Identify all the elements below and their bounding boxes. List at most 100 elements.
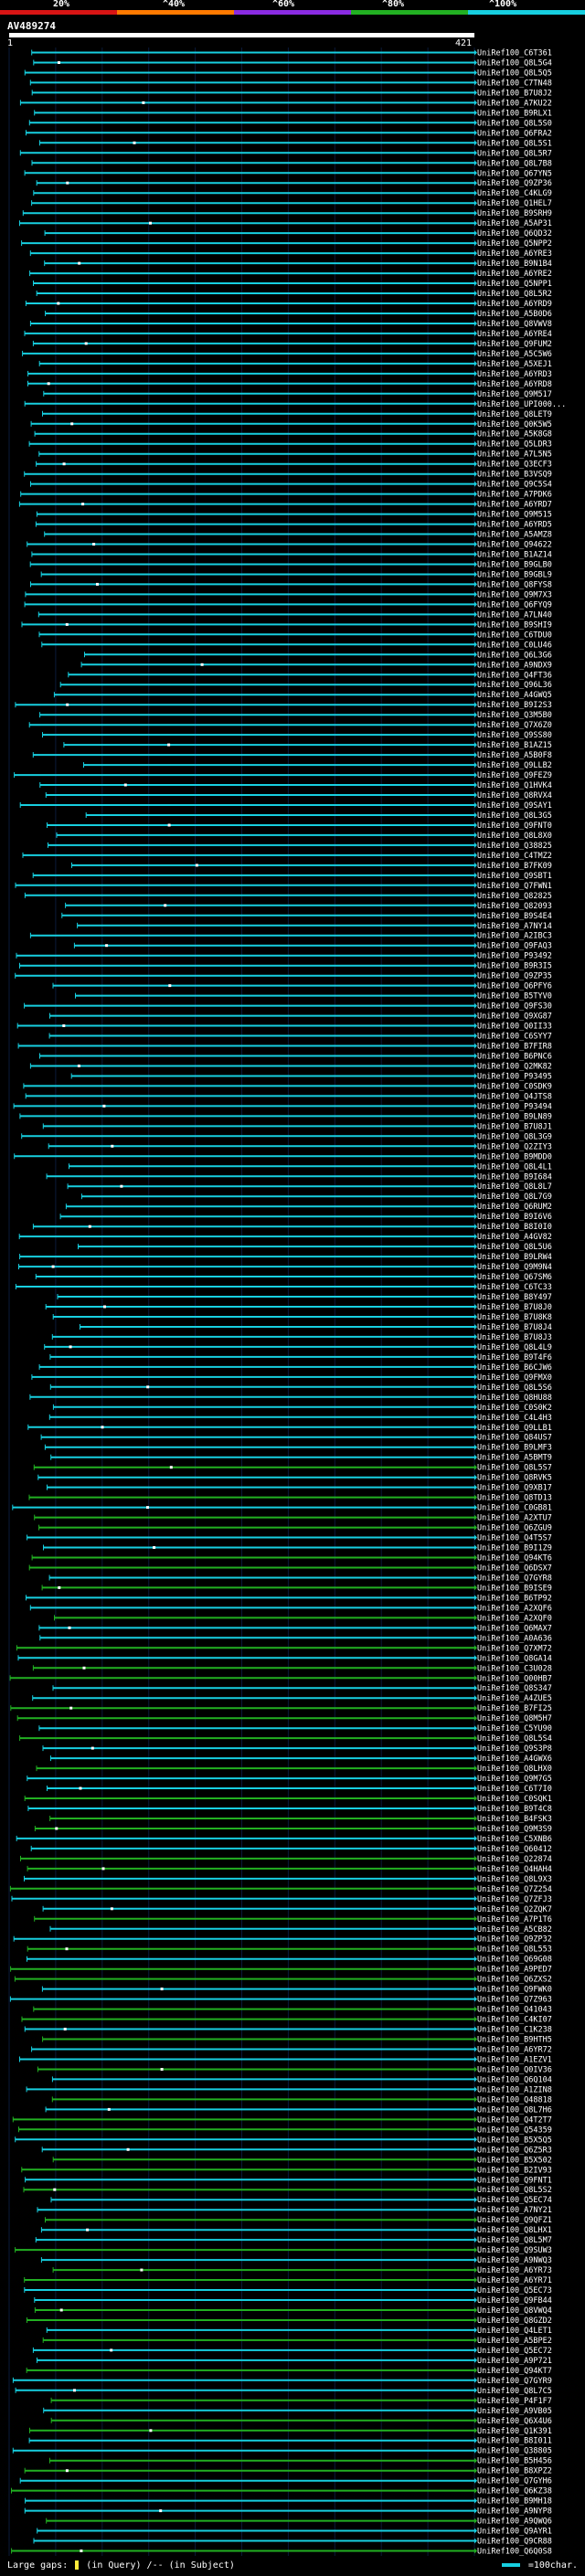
alignment-row[interactable]: UniRef100_Q9XB17 [47,1484,552,1493]
alignment-row[interactable]: UniRef100_Q6MAX7 [38,1624,552,1633]
hit-label[interactable]: UniRef100_Q9FUM2 [477,340,552,349]
hit-label[interactable]: UniRef100_Q6Z5R3 [477,2146,552,2155]
hit-label[interactable]: UniRef100_C3U028 [477,1664,552,1673]
alignment-row[interactable]: UniRef100_Q8L5Q5 [24,69,552,79]
hit-label[interactable]: UniRef100_Q8L5S4 [477,1734,552,1744]
alignment-row[interactable]: UniRef100_Q7GYR8 [48,1574,552,1584]
alignment-row[interactable]: UniRef100_B9GBL9 [40,571,552,580]
alignment-row[interactable]: UniRef100_Q8L5S6 [49,1383,552,1393]
alignment-row[interactable]: UniRef100_A7P1T6 [34,1915,552,1924]
hit-label[interactable]: UniRef100_Q9XG87 [477,1012,552,1022]
alignment-row[interactable]: UniRef100_A7NY21 [37,2206,552,2215]
hit-label[interactable]: UniRef100_A5C5W6 [477,350,552,359]
alignment-row[interactable]: UniRef100_A7PDK6 [20,491,552,500]
hit-label[interactable]: UniRef100_C5XNB6 [477,1835,552,1844]
alignment-row[interactable]: UniRef100_Q9C5S4 [30,481,552,490]
hit-label[interactable]: UniRef100_B9LRW4 [477,1253,552,1262]
hit-label[interactable]: UniRef100_A4GWQ5 [477,691,552,700]
alignment-row[interactable]: UniRef100_C7TN48 [29,79,552,88]
hit-label[interactable]: UniRef100_Q9FEZ9 [477,771,552,780]
hit-label[interactable]: UniRef100_Q9LLB1 [477,1424,552,1433]
alignment-row[interactable]: UniRef100_A6YRD8 [27,380,552,389]
hit-label[interactable]: UniRef100_B4FSK3 [477,1815,552,1824]
alignment-row[interactable]: UniRef100_Q6KZ38 [11,2487,552,2496]
alignment-row[interactable]: UniRef100_Q6ZGU9 [38,1524,552,1533]
alignment-row[interactable]: UniRef100_B2IV93 [21,2166,552,2175]
hit-label[interactable]: UniRef100_Q8VWQ4 [477,2306,552,2316]
hit-label[interactable]: UniRef100_B9I1Z9 [477,1544,552,1553]
alignment-row[interactable]: UniRef100_Q41043 [33,2006,552,2015]
alignment-row[interactable]: UniRef100_A6YR73 [52,2266,552,2275]
alignment-row[interactable]: UniRef100_A5K8G8 [34,430,552,440]
alignment-row[interactable]: UniRef100_Q9M9N4 [18,1263,552,1272]
alignment-row[interactable]: UniRef100_Q9M515 [36,511,552,520]
hit-label[interactable]: UniRef100_B6PNC6 [477,1053,552,1062]
alignment-row[interactable]: UniRef100_Q48818 [51,2095,552,2104]
alignment-row[interactable]: UniRef100_Q8LHX1 [40,2226,552,2235]
hit-label[interactable]: UniRef100_Q8L8L7 [477,1182,552,1192]
alignment-row[interactable]: UniRef100_Q8L5M7 [35,2236,552,2245]
hit-label[interactable]: UniRef100_B9I2S3 [477,701,552,710]
alignment-row[interactable]: UniRef100_Q8L3G5 [85,811,552,821]
alignment-row[interactable]: UniRef100_Q9LLB1 [27,1424,552,1433]
alignment-row[interactable]: UniRef100_B8Y497 [57,1293,552,1302]
hit-label[interactable]: UniRef100_A6YR73 [477,2266,552,2275]
alignment-row[interactable]: UniRef100_C5YU90 [38,1724,552,1733]
hit-label[interactable]: UniRef100_Q0K5W5 [477,420,552,429]
hit-label[interactable]: UniRef100_B1AZ14 [477,551,552,560]
hit-label[interactable]: UniRef100_Q9CR88 [477,2538,552,2547]
alignment-row[interactable]: UniRef100_Q6X4U6 [50,2417,552,2426]
hit-label[interactable]: UniRef100_Q8L5S0 [477,119,552,128]
alignment-row[interactable]: UniRef100_Q8S347 [52,1684,552,1693]
hit-label[interactable]: UniRef100_Q8L5S6 [477,1383,552,1393]
alignment-row[interactable]: UniRef100_Q8L5U6 [78,1243,552,1252]
hit-label[interactable]: UniRef100_B7FI25 [477,1704,552,1713]
hit-label[interactable]: UniRef100_Q82825 [477,892,552,901]
hit-label[interactable]: UniRef100_Q82093 [477,902,552,911]
hit-label[interactable]: UniRef100_Q8L7C5 [477,2387,552,2396]
alignment-row[interactable]: UniRef100_Q6Z5R3 [41,2146,552,2155]
alignment-row[interactable]: UniRef100_B9ISE9 [41,1584,552,1593]
hit-label[interactable]: UniRef100_Q8GZD2 [477,2316,552,2326]
alignment-row[interactable]: UniRef100_C0SDK9 [23,1082,552,1091]
alignment-row[interactable]: UniRef100_Q8RVK5 [37,1474,552,1483]
alignment-row[interactable]: UniRef100_A2XQF6 [29,1604,552,1613]
alignment-row[interactable]: UniRef100_B7U8J4 [80,1323,552,1332]
alignment-row[interactable]: UniRef100_Q7ZFJ3 [11,1895,552,1904]
alignment-row[interactable]: UniRef100_C4KI07 [21,2016,552,2025]
hit-label[interactable]: UniRef100_Q5EC74 [477,2196,552,2205]
hit-label[interactable]: UniRef100_Q9SS80 [477,731,552,740]
hit-label[interactable]: UniRef100_A9PED7 [477,1966,552,1975]
hit-label[interactable]: UniRef100_B9T4C8 [477,1805,552,1814]
alignment-row[interactable]: UniRef100_A5C5W6 [22,350,552,359]
hit-label[interactable]: UniRef100_C6T361 [477,49,552,58]
alignment-row[interactable]: UniRef100_B7U8J1 [42,1122,552,1131]
hit-label[interactable]: UniRef100_Q8L553 [477,1945,552,1955]
alignment-row[interactable]: UniRef100_Q7X6Z0 [28,721,552,730]
alignment-row[interactable]: UniRef100_A4GWX6 [49,1754,552,1764]
alignment-row[interactable]: UniRef100_C6SYY7 [48,1033,552,1042]
alignment-row[interactable]: UniRef100_B9LRW4 [19,1253,552,1262]
hit-label[interactable]: UniRef100_Q5LDR3 [477,440,552,450]
alignment-row[interactable]: UniRef100_Q9XG87 [49,1012,552,1022]
alignment-row[interactable]: UniRef100_A5BMT9 [50,1454,552,1463]
hit-label[interactable]: UniRef100_C0SQK1 [477,1795,552,1804]
hit-label[interactable]: UniRef100_Q7Z963 [477,1996,552,2005]
hit-label[interactable]: UniRef100_Q7GYR9 [477,2377,552,2386]
hit-label[interactable]: UniRef100_Q00HB7 [477,1674,552,1683]
alignment-row[interactable]: UniRef100_Q6PFY6 [52,982,552,991]
hit-label[interactable]: UniRef100_Q1HEL7 [477,199,552,208]
hit-label[interactable]: UniRef100_B7FIR8 [477,1043,552,1052]
hit-label[interactable]: UniRef100_Q8L7B8 [477,159,552,168]
alignment-row[interactable]: UniRef100_A5AP31 [19,219,552,228]
hit-label[interactable]: UniRef100_A7LN40 [477,610,552,620]
alignment-row[interactable]: UniRef100_B7FI25 [10,1704,552,1713]
alignment-row[interactable]: UniRef100_A9NDX9 [80,661,552,670]
hit-label[interactable]: UniRef100_Q8L7H6 [477,2105,552,2115]
hit-label[interactable]: UniRef100_Q9M517 [477,390,552,399]
alignment-row[interactable]: UniRef100_B1AZ14 [31,551,552,560]
alignment-row[interactable]: UniRef100_Q00HB7 [9,1674,552,1683]
alignment-row[interactable]: UniRef100_Q9M7G5 [27,1775,552,1784]
alignment-row[interactable]: UniRef100_A2XTU7 [34,1514,552,1523]
hit-label[interactable]: UniRef100_Q8L5S7 [477,1464,552,1473]
